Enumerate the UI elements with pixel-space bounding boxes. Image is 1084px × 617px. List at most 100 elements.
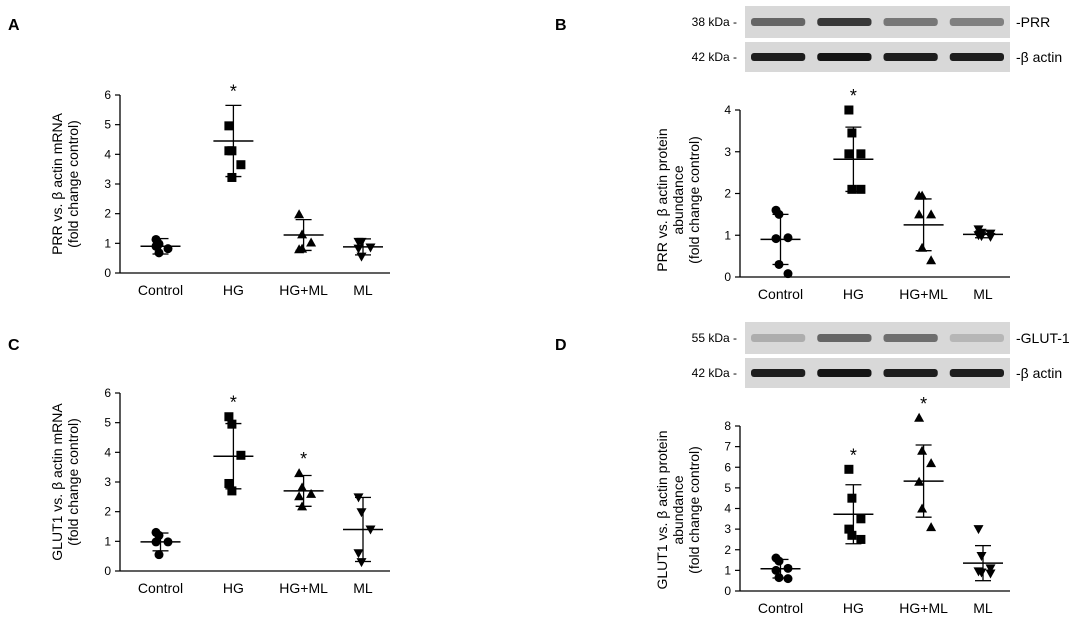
data-point	[227, 486, 237, 496]
data-point	[976, 568, 987, 578]
data-point	[154, 248, 164, 258]
data-point	[926, 522, 937, 532]
x-tick-label: Control	[758, 286, 803, 302]
blot-band	[817, 53, 872, 61]
data-point	[224, 478, 234, 488]
blot-size-marker: 42 kDa -	[692, 366, 737, 380]
y-axis-label: abundance	[670, 475, 686, 545]
data-point	[774, 573, 784, 583]
western-blot-D: 55 kDa - -GLUT-1 42 kDa - -β actin	[692, 322, 1070, 388]
y-tick-label: 6	[104, 88, 111, 102]
data-point	[856, 149, 866, 159]
data-point	[163, 244, 173, 254]
data-point	[365, 243, 376, 253]
data-point	[985, 232, 996, 242]
y-tick-label: 4	[104, 445, 111, 459]
data-point	[847, 530, 857, 540]
y-tick-label: 1	[104, 534, 111, 548]
western-blot-layer: 38 kDa - -PRR 42 kDa - -β actin 55 kDa - -GLU…	[692, 6, 1070, 388]
data-point	[294, 468, 305, 478]
data-point	[985, 569, 996, 579]
data-point	[847, 184, 857, 194]
y-tick-label: 3	[104, 177, 111, 191]
data-point	[297, 243, 308, 253]
data-point	[151, 537, 161, 547]
significance-marker: *	[850, 86, 857, 106]
y-tick-label: 2	[104, 207, 111, 221]
y-tick-label: 0	[724, 584, 731, 598]
data-point	[926, 209, 937, 219]
data-point	[774, 556, 784, 566]
y-tick-label: 6	[724, 460, 731, 474]
blot-protein-label: -β actin	[1016, 49, 1062, 65]
y-tick-label: 8	[724, 419, 731, 433]
data-point	[163, 537, 173, 547]
data-point	[856, 184, 866, 194]
blot-band	[949, 369, 1004, 377]
y-tick-label: 2	[724, 187, 731, 201]
data-point	[365, 525, 376, 535]
data-point	[856, 534, 866, 544]
panel-letter: D	[555, 337, 567, 354]
y-axis-label: PRR vs. β actin mRNA	[49, 112, 65, 255]
data-point	[356, 558, 367, 568]
data-point	[356, 252, 367, 262]
y-tick-label: 4	[724, 502, 731, 516]
data-point	[774, 259, 784, 269]
y-tick-label: 2	[104, 505, 111, 519]
blot-band	[751, 369, 806, 377]
data-point	[306, 488, 317, 498]
data-point	[976, 232, 987, 242]
y-tick-label: 7	[724, 440, 731, 454]
data-point	[353, 244, 364, 254]
data-point	[844, 149, 854, 159]
data-point	[227, 172, 237, 182]
blot-band	[751, 53, 806, 61]
y-tick-label: 3	[724, 145, 731, 159]
data-point	[783, 563, 793, 573]
y-tick-label: 5	[104, 118, 111, 132]
y-tick-label: 3	[724, 522, 731, 536]
x-tick-label: HG+ML	[899, 286, 948, 302]
y-tick-label: 5	[724, 481, 731, 495]
data-point	[294, 209, 305, 219]
data-point	[844, 524, 854, 534]
y-tick-label: 5	[104, 416, 111, 430]
data-point	[783, 233, 793, 243]
panel-letter: B	[555, 17, 567, 34]
data-point	[306, 237, 317, 247]
data-point	[783, 574, 793, 584]
data-point	[353, 493, 364, 503]
western-blot-B: 38 kDa - -PRR 42 kDa - -β actin	[692, 6, 1062, 72]
y-tick-label: 6	[104, 386, 111, 400]
data-point	[227, 419, 237, 429]
panel-D: D 0 1 2 3 4 5 6 7 8 GLUT1 vs. β actin protein abund…	[555, 337, 1010, 616]
y-axis-label: (fold change control)	[686, 136, 702, 264]
blot-band	[751, 334, 806, 342]
blot-protein-label: -β actin	[1016, 365, 1062, 381]
data-point	[154, 550, 164, 560]
blot-band	[817, 334, 872, 342]
blot-band	[883, 18, 938, 26]
data-point	[774, 209, 784, 219]
panel-C: C 0 1 2 3 4 5 6 GLUT1 vs. β actin mRNA (fold chan…	[8, 337, 390, 596]
y-tick-label: 0	[104, 564, 111, 578]
x-tick-label: ML	[973, 600, 993, 616]
data-point	[917, 503, 928, 513]
blot-size-marker: 42 kDa -	[692, 50, 737, 64]
y-tick-label: 2	[724, 543, 731, 557]
blot-protein-label: -PRR	[1016, 14, 1050, 30]
data-point	[783, 269, 793, 279]
data-point	[914, 412, 925, 422]
data-point	[914, 476, 925, 486]
y-axis-label: (fold change control)	[65, 418, 81, 546]
data-point	[353, 549, 364, 559]
x-tick-label: HG+ML	[279, 580, 328, 596]
y-tick-label: 1	[724, 563, 731, 577]
y-axis-label: (fold change control)	[686, 446, 702, 574]
y-tick-label: 1	[724, 228, 731, 242]
x-tick-label: HG	[223, 282, 244, 298]
x-tick-label: Control	[138, 282, 183, 298]
